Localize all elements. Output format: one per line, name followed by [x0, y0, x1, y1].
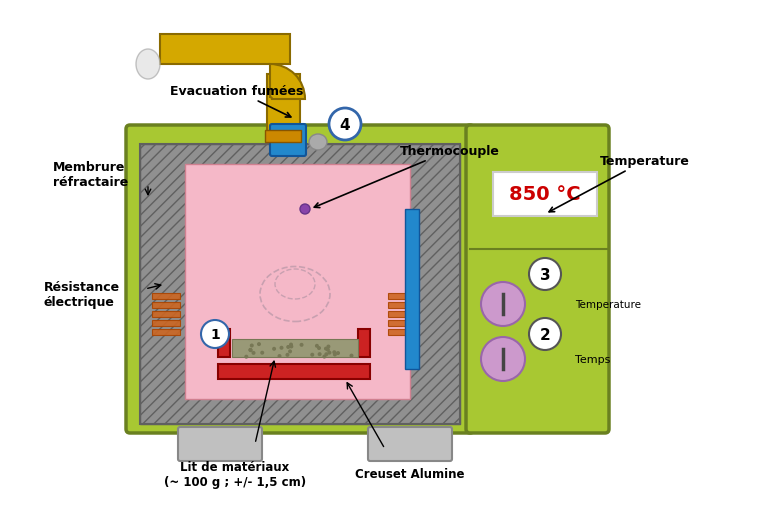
Circle shape [326, 348, 330, 352]
Bar [140, 145, 460, 424]
Text: Lit de matériaux
(~ 100 g ; +/- 1,5 cm): Lit de matériaux (~ 100 g ; +/- 1,5 cm) [164, 460, 306, 488]
Bar [388, 320, 416, 326]
Circle shape [286, 345, 290, 349]
Circle shape [529, 318, 561, 350]
Circle shape [332, 351, 337, 354]
Text: 1: 1 [210, 327, 220, 342]
Text: 4: 4 [340, 117, 350, 132]
Bar [388, 329, 416, 335]
FancyBboxPatch shape [126, 126, 474, 433]
Circle shape [481, 337, 525, 381]
Circle shape [481, 282, 525, 326]
Bar [152, 302, 180, 308]
Circle shape [201, 320, 229, 348]
Circle shape [278, 354, 282, 358]
Circle shape [279, 346, 284, 350]
Bar [267, 75, 300, 135]
FancyBboxPatch shape [178, 427, 262, 461]
Circle shape [289, 343, 293, 347]
Circle shape [315, 344, 319, 348]
Bar [218, 364, 370, 379]
Bar [152, 293, 180, 299]
Text: Membrure
réfractaire: Membrure réfractaire [53, 161, 128, 189]
FancyBboxPatch shape [466, 126, 609, 433]
Bar [232, 340, 358, 357]
Text: Thermocouple: Thermocouple [314, 145, 500, 208]
Wedge shape [270, 65, 305, 100]
Circle shape [350, 354, 353, 358]
Bar [405, 210, 419, 369]
Text: Temperature: Temperature [549, 155, 690, 212]
FancyBboxPatch shape [493, 173, 597, 216]
Circle shape [288, 350, 292, 354]
Circle shape [300, 343, 304, 347]
Bar [140, 145, 460, 424]
Bar [265, 131, 301, 143]
Bar [185, 165, 410, 399]
Bar [152, 320, 180, 326]
Bar [160, 35, 290, 65]
Text: Creuset Alumine: Creuset Alumine [355, 468, 465, 480]
Ellipse shape [309, 135, 327, 151]
FancyBboxPatch shape [368, 427, 452, 461]
Circle shape [327, 345, 330, 349]
Circle shape [336, 351, 340, 355]
Bar [152, 312, 180, 318]
Circle shape [333, 353, 337, 357]
Circle shape [324, 353, 328, 356]
Bar [388, 293, 416, 299]
Circle shape [250, 344, 254, 348]
Text: 850 °C: 850 °C [509, 185, 581, 204]
Bar [388, 312, 416, 318]
Circle shape [327, 351, 331, 355]
Text: Temps: Temps [575, 354, 610, 364]
Circle shape [249, 348, 252, 352]
Circle shape [244, 355, 249, 359]
Circle shape [317, 347, 321, 350]
Circle shape [249, 349, 252, 353]
Circle shape [311, 353, 314, 357]
Circle shape [260, 351, 264, 355]
Circle shape [257, 343, 261, 347]
Ellipse shape [136, 50, 160, 80]
Circle shape [322, 355, 327, 359]
Text: 3: 3 [539, 267, 550, 282]
Circle shape [272, 347, 276, 351]
Bar [152, 329, 180, 335]
Circle shape [317, 352, 321, 356]
Text: Evacuation fumées: Evacuation fumées [170, 85, 304, 118]
FancyBboxPatch shape [270, 125, 306, 157]
Bar [388, 302, 416, 308]
Text: Résistance
électrique: Résistance électrique [44, 280, 120, 308]
Text: 2: 2 [539, 327, 550, 342]
Circle shape [252, 351, 256, 355]
Circle shape [300, 205, 310, 215]
Circle shape [289, 345, 293, 349]
Text: Temperature: Temperature [575, 299, 641, 309]
Circle shape [324, 347, 328, 351]
Bar [358, 329, 370, 357]
Circle shape [529, 259, 561, 291]
Bar [218, 329, 230, 357]
Circle shape [329, 109, 361, 140]
Circle shape [285, 353, 289, 357]
